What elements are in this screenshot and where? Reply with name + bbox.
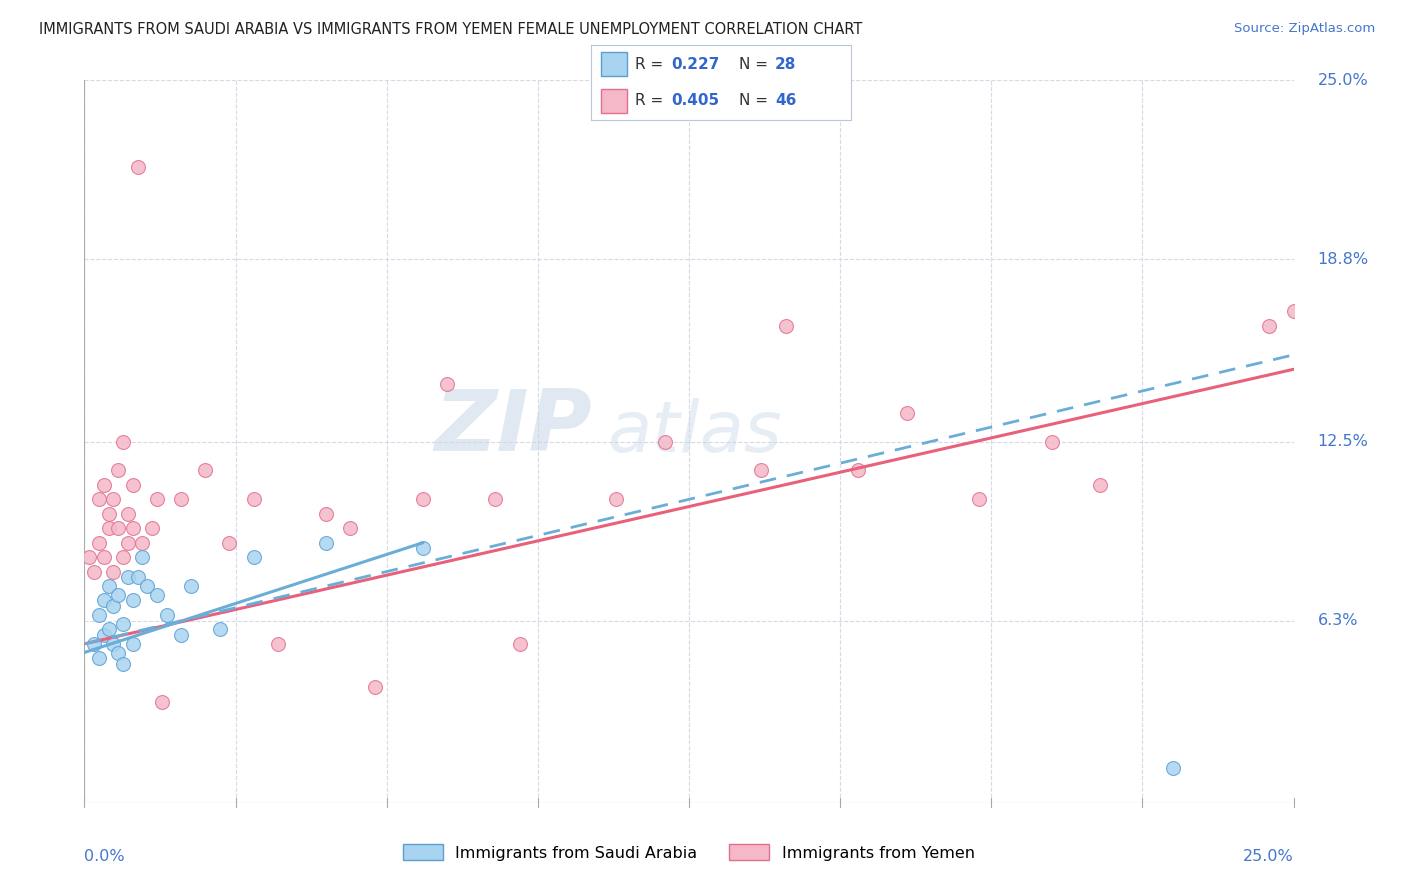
Point (208, 623, 231, 637)
Point (155, 607, 177, 622)
Point (1282, 304, 1305, 318)
Point (93, 628, 115, 642)
Point (103, 492, 125, 507)
Point (967, 492, 990, 507)
Point (146, 588, 169, 602)
Point (1258, 318, 1281, 333)
Point (436, 376, 458, 391)
Point (775, 318, 797, 333)
Point (77, 550, 100, 565)
Point (751, 463, 773, 477)
Point (107, 521, 129, 535)
Point (107, 646, 129, 660)
Point (112, 616, 135, 631)
Text: 0.405: 0.405 (671, 93, 720, 108)
Point (194, 463, 217, 477)
Point (117, 535, 139, 549)
Point (107, 463, 129, 477)
Point (896, 406, 918, 420)
Point (93, 478, 115, 492)
Text: 0.227: 0.227 (671, 57, 720, 72)
Text: R =: R = (634, 93, 668, 108)
Text: 25.0%: 25.0% (1317, 73, 1368, 87)
Point (136, 579, 159, 593)
Point (97, 521, 120, 535)
Point (1088, 478, 1111, 492)
Text: Source: ZipAtlas.com: Source: ZipAtlas.com (1234, 22, 1375, 36)
Text: N =: N = (738, 57, 773, 72)
Point (127, 160, 149, 174)
Legend: Immigrants from Saudi Arabia, Immigrants from Yemen: Immigrants from Saudi Arabia, Immigrants… (396, 838, 981, 867)
Point (83, 565, 105, 579)
Text: IMMIGRANTS FROM SAUDI ARABIA VS IMMIGRANTS FROM YEMEN FEMALE UNEMPLOYMENT CORREL: IMMIGRANTS FROM SAUDI ARABIA VS IMMIGRAN… (39, 22, 863, 37)
Point (412, 492, 434, 507)
Text: 18.8%: 18.8% (1317, 252, 1369, 267)
Point (170, 628, 193, 642)
Point (107, 588, 129, 602)
Point (484, 492, 506, 507)
Point (242, 550, 264, 565)
Text: 46: 46 (775, 93, 797, 108)
Point (141, 521, 163, 535)
Point (242, 492, 264, 507)
Text: atlas: atlas (607, 399, 782, 467)
Point (412, 541, 434, 556)
Point (112, 550, 135, 565)
Point (112, 657, 135, 671)
Point (121, 521, 143, 535)
Point (103, 637, 125, 651)
Point (121, 637, 143, 651)
Point (87, 492, 110, 507)
Point (93, 550, 115, 565)
Text: 12.5%: 12.5% (1317, 434, 1368, 449)
Point (315, 507, 337, 521)
Point (117, 570, 139, 584)
Point (509, 637, 531, 651)
Point (83, 637, 105, 651)
Point (218, 535, 240, 549)
Point (267, 637, 290, 651)
Point (97, 623, 120, 637)
Point (1040, 434, 1063, 449)
Point (103, 565, 125, 579)
Point (146, 492, 169, 507)
Point (112, 434, 135, 449)
Point (339, 521, 361, 535)
Point (846, 463, 869, 477)
Text: N =: N = (738, 93, 773, 108)
Point (363, 680, 385, 694)
Point (131, 550, 153, 565)
Point (93, 593, 115, 607)
Point (87, 607, 110, 622)
Point (97, 579, 120, 593)
Bar (600, 52, 627, 77)
Text: 28: 28 (775, 57, 797, 72)
Point (1161, 761, 1184, 775)
Point (117, 507, 139, 521)
Point (150, 695, 173, 709)
Text: 6.3%: 6.3% (1317, 613, 1358, 628)
Point (131, 535, 153, 549)
Point (121, 478, 143, 492)
Text: 25.0%: 25.0% (1243, 849, 1294, 864)
Text: ZIP: ZIP (434, 385, 592, 468)
Point (127, 570, 149, 584)
Text: R =: R = (634, 57, 668, 72)
Point (97, 507, 120, 521)
Bar (600, 88, 627, 112)
Point (170, 492, 193, 507)
Point (315, 535, 337, 549)
Point (87, 535, 110, 549)
Point (605, 492, 627, 507)
Point (180, 579, 202, 593)
Point (103, 599, 125, 614)
Text: 0.0%: 0.0% (84, 849, 125, 864)
Point (121, 593, 143, 607)
Point (87, 651, 110, 665)
Point (654, 434, 676, 449)
